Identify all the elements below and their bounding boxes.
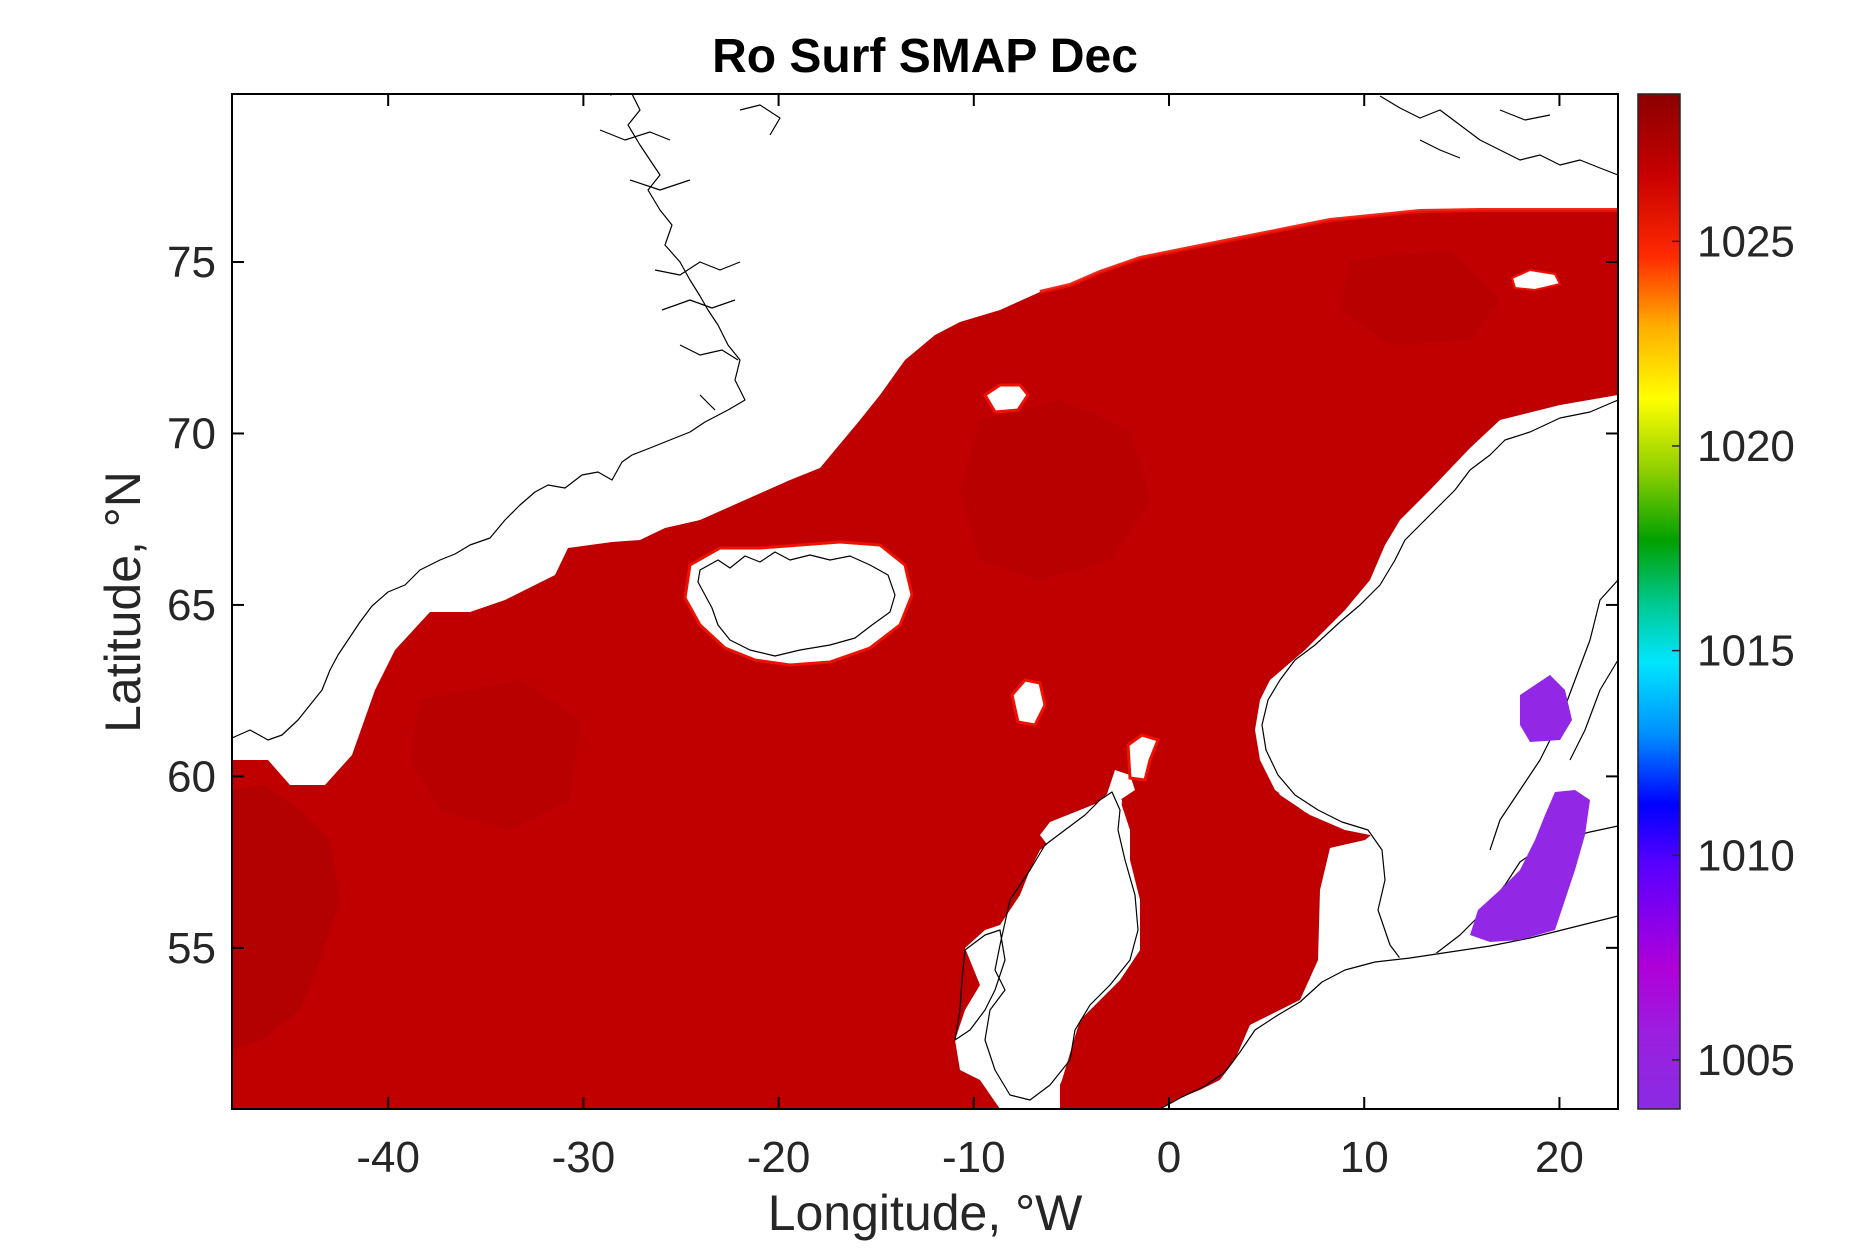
y-tick-label: 60 [167, 752, 216, 801]
europe-land [1160, 915, 1618, 1109]
ocean-density-field [232, 210, 1618, 1109]
x-tick-label: -10 [942, 1133, 1006, 1182]
x-tick-label: 10 [1340, 1133, 1389, 1182]
x-axis-label: Longitude, °W [768, 1185, 1083, 1241]
y-axis-label: Latitude, °N [95, 471, 151, 733]
colorbar-tick-label: 1015 [1697, 627, 1795, 676]
europe-coastline [1159, 915, 1618, 1109]
british-isles-land [955, 790, 1140, 1109]
scandinavia-coastline [1261, 399, 1618, 966]
colorbar-tick-label: 1020 [1697, 422, 1795, 471]
plot-frame [231, 93, 1619, 1110]
baltic-sea-field [1470, 790, 1590, 942]
iceland-coastline [697, 551, 896, 657]
ocean-dark-patch [960, 400, 1150, 580]
colorbar-tick-label: 1005 [1697, 1036, 1795, 1085]
colorbar: 1005 1010 1015 1020 1025 [1637, 93, 1795, 1110]
iceland-land [683, 540, 914, 667]
chart-title: Ro Surf SMAP Dec [712, 30, 1138, 83]
colorbar-ticks: 1005 1010 1015 1020 1025 [1672, 217, 1795, 1085]
colorbar-gradient [1638, 94, 1680, 1109]
map-plot-area [232, 94, 1618, 1109]
colorbar-frame [1637, 93, 1681, 1110]
x-tick-label: 20 [1535, 1133, 1584, 1182]
ocean-dark-patch [232, 785, 340, 1050]
colorbar-tick-label: 1025 [1697, 217, 1795, 266]
greenland-fjords [599, 104, 781, 411]
x-tick-label: -20 [747, 1133, 811, 1182]
y-tick-label: 75 [167, 238, 216, 287]
scandinavia-land [1258, 398, 1618, 968]
ice-edge-highlight [1039, 208, 1618, 294]
y-tick-label: 70 [167, 409, 216, 458]
y-axis: 55 60 65 70 75 [167, 238, 1618, 973]
x-axis: -40 -30 -20 -10 0 10 20 [356, 94, 1584, 1182]
ocean-dark-patch [410, 680, 580, 830]
british-isles-coastline [954, 791, 1139, 1101]
y-tick-label: 65 [167, 581, 216, 630]
faroe-islands-land [1010, 678, 1047, 727]
shetland-land [1126, 733, 1160, 782]
svalbard-coastline [1379, 95, 1618, 176]
jan-mayen-land [982, 383, 1030, 414]
baltic-sea-field [1520, 675, 1572, 742]
x-tick-label: 0 [1157, 1133, 1181, 1182]
bear-island-land [1510, 268, 1562, 292]
x-tick-label: -30 [552, 1133, 616, 1182]
colorbar-tick-label: 1010 [1697, 831, 1795, 880]
ocean-dark-patch [1340, 250, 1500, 345]
x-tick-label: -40 [356, 1133, 420, 1182]
y-tick-label: 55 [167, 924, 216, 973]
greenland-coastline [232, 94, 746, 741]
